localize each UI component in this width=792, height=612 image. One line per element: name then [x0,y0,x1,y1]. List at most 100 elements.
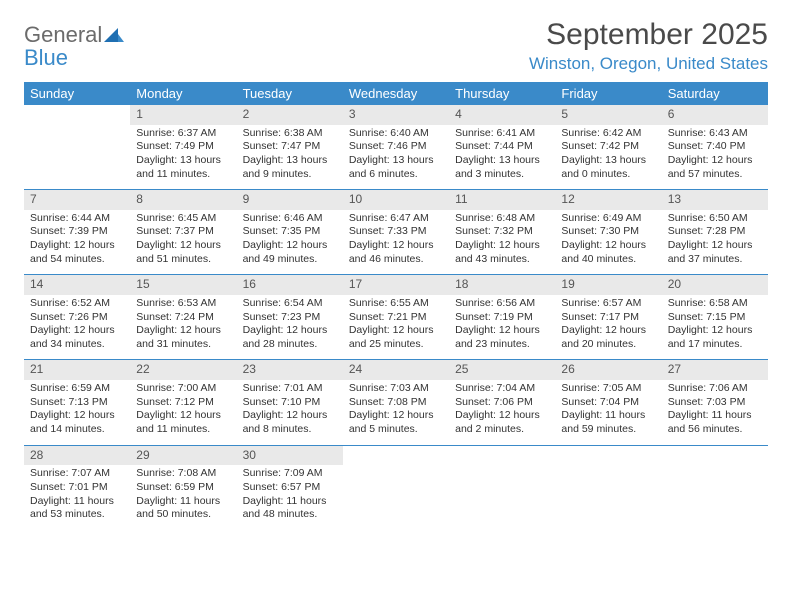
day-body: Sunrise: 6:53 AMSunset: 7:24 PMDaylight:… [130,295,236,360]
calendar-day-cell: 30Sunrise: 7:09 AMSunset: 6:57 PMDayligh… [237,446,343,530]
daylight-text: Daylight: 12 hours and 54 minutes. [30,239,124,266]
sunrise-text: Sunrise: 7:03 AM [349,382,443,396]
calendar-day-cell: 19Sunrise: 6:57 AMSunset: 7:17 PMDayligh… [555,275,661,360]
day-number: 13 [662,190,768,210]
day-number: 20 [662,275,768,295]
day-number: 9 [237,190,343,210]
day-body: Sunrise: 6:42 AMSunset: 7:42 PMDaylight:… [555,125,661,190]
day-body: Sunrise: 6:44 AMSunset: 7:39 PMDaylight:… [24,210,130,275]
sunrise-text: Sunrise: 7:08 AM [136,467,230,481]
day-number: 17 [343,275,449,295]
day-number: 25 [449,360,555,380]
day-number: 8 [130,190,236,210]
daylight-text: Daylight: 12 hours and 8 minutes. [243,409,337,436]
calendar-day-cell: 12Sunrise: 6:49 AMSunset: 7:30 PMDayligh… [555,190,661,275]
sunrise-text: Sunrise: 7:01 AM [243,382,337,396]
sunset-text: Sunset: 7:04 PM [561,396,655,410]
sunset-text: Sunset: 7:37 PM [136,225,230,239]
calendar-day-cell: 4Sunrise: 6:41 AMSunset: 7:44 PMDaylight… [449,105,555,190]
day-body: Sunrise: 7:09 AMSunset: 6:57 PMDaylight:… [237,465,343,530]
sunset-text: Sunset: 7:03 PM [668,396,762,410]
weekday-header: Sunday [24,82,130,105]
day-body: Sunrise: 7:01 AMSunset: 7:10 PMDaylight:… [237,380,343,445]
daylight-text: Daylight: 12 hours and 11 minutes. [136,409,230,436]
sunset-text: Sunset: 7:49 PM [136,140,230,154]
day-body: Sunrise: 6:59 AMSunset: 7:13 PMDaylight:… [24,380,130,445]
calendar-day-cell: 21Sunrise: 6:59 AMSunset: 7:13 PMDayligh… [24,360,130,445]
day-body: Sunrise: 6:37 AMSunset: 7:49 PMDaylight:… [130,125,236,190]
day-number: 22 [130,360,236,380]
day-body: Sunrise: 7:03 AMSunset: 7:08 PMDaylight:… [343,380,449,445]
calendar-day-cell: 5Sunrise: 6:42 AMSunset: 7:42 PMDaylight… [555,105,661,190]
calendar-day-cell: 9Sunrise: 6:46 AMSunset: 7:35 PMDaylight… [237,190,343,275]
calendar-day-cell: 1Sunrise: 6:37 AMSunset: 7:49 PMDaylight… [130,105,236,190]
day-number: 3 [343,105,449,125]
sunset-text: Sunset: 7:21 PM [349,311,443,325]
logo-text-general: General [24,22,102,47]
calendar-week-row: 1Sunrise: 6:37 AMSunset: 7:49 PMDaylight… [24,105,768,190]
day-number: 11 [449,190,555,210]
calendar-day-cell: 7Sunrise: 6:44 AMSunset: 7:39 PMDaylight… [24,190,130,275]
daylight-text: Daylight: 11 hours and 48 minutes. [243,495,337,522]
sunrise-text: Sunrise: 6:50 AM [668,212,762,226]
sunrise-text: Sunrise: 6:54 AM [243,297,337,311]
day-body: Sunrise: 6:49 AMSunset: 7:30 PMDaylight:… [555,210,661,275]
daylight-text: Daylight: 12 hours and 51 minutes. [136,239,230,266]
weekday-header: Wednesday [343,82,449,105]
sunrise-text: Sunrise: 7:00 AM [136,382,230,396]
calendar-day-cell: 24Sunrise: 7:03 AMSunset: 7:08 PMDayligh… [343,360,449,445]
calendar-day-cell [449,446,555,530]
sunset-text: Sunset: 7:42 PM [561,140,655,154]
day-body: Sunrise: 6:50 AMSunset: 7:28 PMDaylight:… [662,210,768,275]
calendar-day-cell [343,446,449,530]
daylight-text: Daylight: 13 hours and 6 minutes. [349,154,443,181]
weekday-header: Saturday [662,82,768,105]
calendar-week-row: 7Sunrise: 6:44 AMSunset: 7:39 PMDaylight… [24,190,768,275]
daylight-text: Daylight: 12 hours and 5 minutes. [349,409,443,436]
sunrise-text: Sunrise: 6:41 AM [455,127,549,141]
day-body: Sunrise: 6:41 AMSunset: 7:44 PMDaylight:… [449,125,555,190]
page: General Blue September 2025 Winston, Ore… [0,0,792,548]
day-body: Sunrise: 7:05 AMSunset: 7:04 PMDaylight:… [555,380,661,445]
day-body: Sunrise: 6:40 AMSunset: 7:46 PMDaylight:… [343,125,449,190]
calendar-day-cell: 17Sunrise: 6:55 AMSunset: 7:21 PMDayligh… [343,275,449,360]
day-body: Sunrise: 6:46 AMSunset: 7:35 PMDaylight:… [237,210,343,275]
calendar-day-cell: 6Sunrise: 6:43 AMSunset: 7:40 PMDaylight… [662,105,768,190]
day-body: Sunrise: 7:00 AMSunset: 7:12 PMDaylight:… [130,380,236,445]
sunrise-text: Sunrise: 6:59 AM [30,382,124,396]
daylight-text: Daylight: 12 hours and 49 minutes. [243,239,337,266]
day-body: Sunrise: 7:06 AMSunset: 7:03 PMDaylight:… [662,380,768,445]
sunset-text: Sunset: 7:35 PM [243,225,337,239]
daylight-text: Daylight: 12 hours and 43 minutes. [455,239,549,266]
day-body: Sunrise: 7:07 AMSunset: 7:01 PMDaylight:… [24,465,130,530]
sunrise-text: Sunrise: 7:06 AM [668,382,762,396]
calendar-day-cell: 28Sunrise: 7:07 AMSunset: 7:01 PMDayligh… [24,446,130,530]
day-number: 26 [555,360,661,380]
sunset-text: Sunset: 7:47 PM [243,140,337,154]
calendar-day-cell: 29Sunrise: 7:08 AMSunset: 6:59 PMDayligh… [130,446,236,530]
daylight-text: Daylight: 11 hours and 59 minutes. [561,409,655,436]
logo-sail-icon [104,29,124,46]
sunset-text: Sunset: 7:10 PM [243,396,337,410]
daylight-text: Daylight: 12 hours and 46 minutes. [349,239,443,266]
day-body: Sunrise: 7:04 AMSunset: 7:06 PMDaylight:… [449,380,555,445]
day-number: 27 [662,360,768,380]
day-number: 30 [237,446,343,466]
sunset-text: Sunset: 6:59 PM [136,481,230,495]
day-number: 6 [662,105,768,125]
calendar-day-cell: 26Sunrise: 7:05 AMSunset: 7:04 PMDayligh… [555,360,661,445]
sunset-text: Sunset: 7:44 PM [455,140,549,154]
calendar-day-cell: 25Sunrise: 7:04 AMSunset: 7:06 PMDayligh… [449,360,555,445]
daylight-text: Daylight: 13 hours and 3 minutes. [455,154,549,181]
calendar-header-row: SundayMondayTuesdayWednesdayThursdayFrid… [24,82,768,105]
day-number: 1 [130,105,236,125]
calendar-day-cell: 23Sunrise: 7:01 AMSunset: 7:10 PMDayligh… [237,360,343,445]
sunrise-text: Sunrise: 7:07 AM [30,467,124,481]
logo-text-blue: Blue [24,45,68,70]
sunrise-text: Sunrise: 6:55 AM [349,297,443,311]
day-body: Sunrise: 6:43 AMSunset: 7:40 PMDaylight:… [662,125,768,190]
sunrise-text: Sunrise: 6:44 AM [30,212,124,226]
day-number: 24 [343,360,449,380]
daylight-text: Daylight: 12 hours and 57 minutes. [668,154,762,181]
daylight-text: Daylight: 12 hours and 40 minutes. [561,239,655,266]
